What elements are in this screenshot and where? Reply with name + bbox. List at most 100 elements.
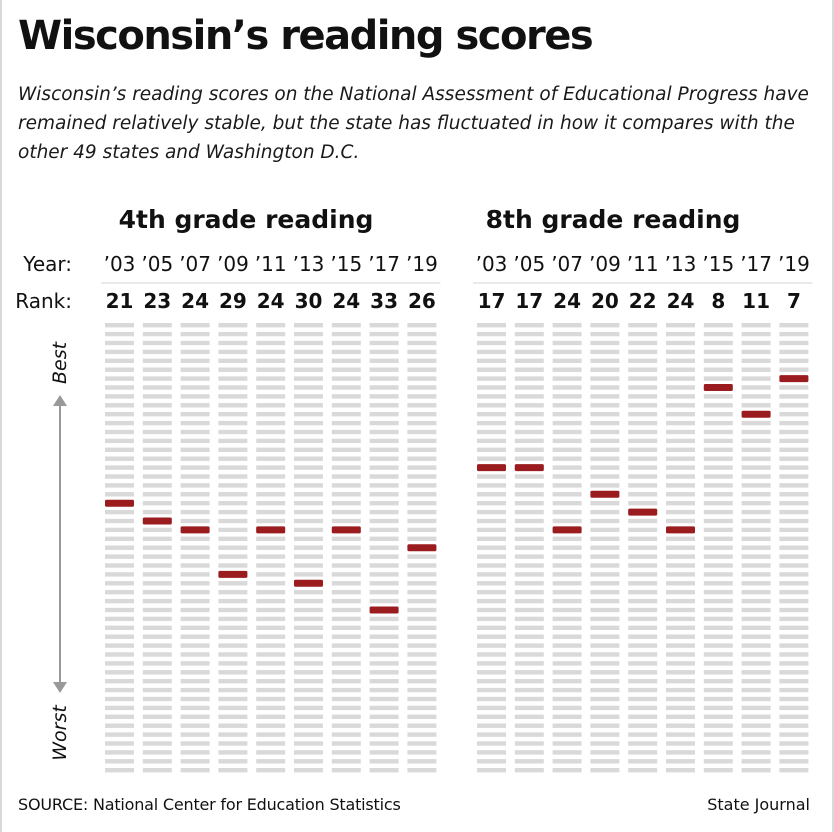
grade4-rank-slot xyxy=(218,376,248,381)
grade4-rank-slot xyxy=(105,661,134,666)
grade8-rank-slot xyxy=(779,759,809,764)
grade8-rank-slot xyxy=(779,625,809,630)
grade8-rank-slot xyxy=(477,687,506,693)
grade8-rank-slot xyxy=(590,474,620,479)
grade4-rank-slot xyxy=(256,687,286,693)
grade4-rank-slot xyxy=(331,670,361,675)
grade8-rank-slot xyxy=(552,634,582,639)
grade8-rank-slot xyxy=(628,349,658,355)
grade8-rank-marker xyxy=(590,490,620,498)
grade8-rank-slot xyxy=(477,554,506,559)
grade8-rank-slot xyxy=(666,554,695,559)
grade4-rank-slot xyxy=(218,732,248,737)
grade8-rank-slot xyxy=(514,429,544,435)
grade4-rank-slot xyxy=(294,340,323,346)
grade8-rank-slot xyxy=(628,420,658,426)
grade4-rank-slot xyxy=(256,661,286,666)
grade4-rank-slot xyxy=(331,634,361,639)
grade8-rank-slot xyxy=(590,768,620,773)
grade4-rank-label: 21 xyxy=(106,289,134,313)
grade8-rank-slot xyxy=(779,572,809,577)
grade8-rank-slot xyxy=(590,429,620,435)
grade4-rank-slot xyxy=(294,403,323,408)
grade4-rank-slot xyxy=(256,634,286,639)
grade8-rank-slot xyxy=(628,340,658,346)
grade8-rank-slot xyxy=(628,687,658,693)
grade8-rank-slot xyxy=(666,768,695,773)
grade4-rank-slot xyxy=(256,554,286,559)
grade8-rank-slot xyxy=(779,394,809,399)
grade8-rank-slot xyxy=(741,679,771,684)
grade8-rank-slot xyxy=(552,598,582,604)
grade8-rank-slot xyxy=(514,483,544,488)
grade4-rank-slot xyxy=(369,536,399,541)
grade8-rank-slot xyxy=(666,465,695,470)
grade4-rank-slot xyxy=(142,714,172,719)
grade4-rank-slot xyxy=(180,456,210,461)
grade4-rank-slot xyxy=(294,483,323,488)
grade8-rank-slot xyxy=(703,340,733,346)
grade8-rank-marker xyxy=(477,464,506,472)
grade8-rank-slot xyxy=(666,385,695,390)
grade8-rank-slot xyxy=(779,492,809,497)
grade8-rank-slot xyxy=(666,590,695,595)
grade4-rank-slot xyxy=(180,768,210,773)
grade8-rank-slot xyxy=(741,447,771,452)
grade4-rank-slot xyxy=(331,581,361,586)
grade4-rank-slot xyxy=(407,741,437,746)
grade8-rank-slot xyxy=(666,509,695,515)
grade4-rank-slot xyxy=(331,554,361,559)
grade8-rank-slot xyxy=(628,563,658,568)
grade8-rank-slot xyxy=(703,598,733,604)
grade4-rank-slot xyxy=(180,634,210,639)
grade4-rank-slot xyxy=(294,376,323,381)
grade4-rank-slot xyxy=(294,492,323,497)
grade4-rank-slot xyxy=(180,385,210,390)
grade8-rank-slot xyxy=(741,563,771,568)
grade8-rank-slot xyxy=(628,367,658,372)
grade4-rank-slot xyxy=(256,652,286,657)
grade8-rank-slot xyxy=(703,323,733,328)
grade8-rank-slot xyxy=(552,572,582,577)
grade8-rank-slot xyxy=(741,492,771,497)
grade4-rank-slot xyxy=(369,732,399,737)
grade8-rank-slot xyxy=(703,554,733,559)
grade4-rank-slot xyxy=(218,714,248,719)
grade8-year-label: ’13 xyxy=(665,252,697,276)
grade8-rank-slot xyxy=(628,545,658,550)
grade8-rank-slot xyxy=(552,340,582,346)
grade4-rank-slot xyxy=(105,625,134,630)
grade8-rank-slot xyxy=(590,723,620,728)
grade8-rank-slot xyxy=(666,759,695,764)
grade8-rank-slot xyxy=(477,732,506,737)
grade4-rank-slot xyxy=(142,670,172,675)
grade8-rank-slot xyxy=(590,607,620,613)
grade8-rank-slot xyxy=(741,687,771,693)
grade4-rank-slot xyxy=(256,768,286,773)
grade8-rank-slot xyxy=(703,572,733,577)
grade8-rank-slot xyxy=(477,474,506,479)
grade4-rank-slot xyxy=(369,367,399,372)
source-note: SOURCE: National Center for Education St… xyxy=(18,795,401,814)
grade4-rank-slot xyxy=(105,456,134,461)
grade8-year-label: ’19 xyxy=(778,252,810,276)
grade8-rank-slot xyxy=(779,634,809,639)
grade4-rank-slot xyxy=(105,367,134,372)
grade4-rank-slot xyxy=(256,331,286,337)
grade4-rank-slot xyxy=(180,741,210,746)
grade4-rank-slot xyxy=(142,412,172,417)
grade4-rank-slot xyxy=(369,616,399,622)
grade8-rank-slot xyxy=(703,705,733,711)
grade8-rank-slot xyxy=(590,741,620,746)
grade4-rank-slot xyxy=(369,750,399,755)
grade8-rank-slot xyxy=(703,616,733,622)
grade8-panel-title: 8th grade reading xyxy=(486,205,741,234)
grade8-rank-slot xyxy=(628,705,658,711)
grade8-rank-slot xyxy=(779,652,809,657)
grade8-rank-slot xyxy=(779,536,809,541)
grade8-rank-slot xyxy=(741,714,771,719)
grade8-rank-slot xyxy=(590,652,620,657)
grade4-rank-slot xyxy=(407,714,437,719)
grade8-rank-slot xyxy=(514,563,544,568)
grade8-rank-slot xyxy=(552,723,582,728)
